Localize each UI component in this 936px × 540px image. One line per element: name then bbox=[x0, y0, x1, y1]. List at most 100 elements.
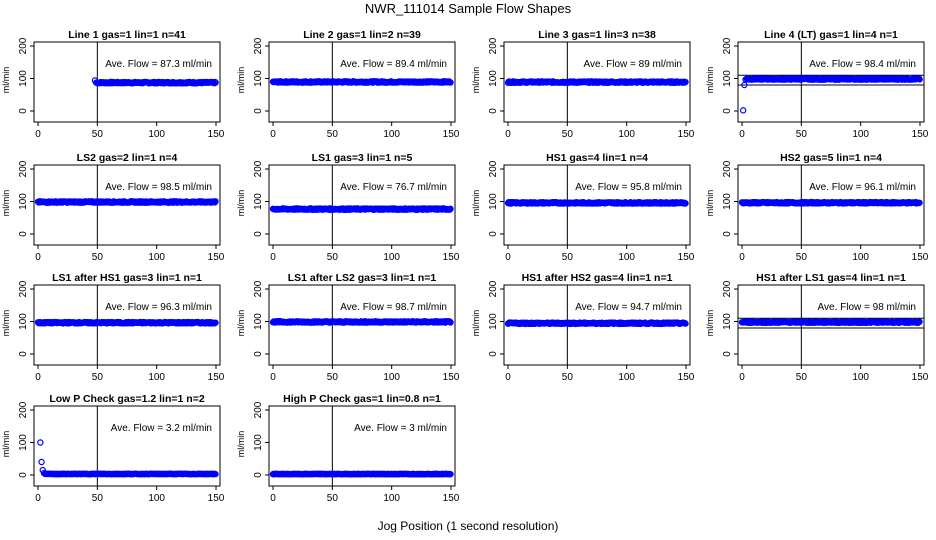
y-tick-label: 0 bbox=[18, 472, 29, 478]
plot-frame bbox=[33, 164, 221, 246]
x-tick-label: 50 bbox=[796, 129, 808, 140]
panel-8: HS2 gas=5 lin=1 n=4 ml/min 0 50 100 150 0 100 20… bbox=[705, 152, 929, 263]
flow-point bbox=[739, 107, 747, 114]
panel-6: LS1 gas=3 lin=1 n=5 ml/min 0 50 100 150 0 100 20… bbox=[236, 152, 460, 263]
average-flow-annotation: Ave. Flow = 3.2 ml/min bbox=[111, 423, 212, 434]
x-tick-label: 100 bbox=[383, 372, 400, 383]
flow-trace bbox=[504, 78, 689, 86]
plot-frame bbox=[268, 164, 456, 246]
figure-x-axis-title: Jog Position (1 second resolution) bbox=[377, 519, 559, 533]
plot-frame bbox=[268, 405, 456, 487]
flow-point bbox=[682, 200, 689, 207]
x-tick-label: 0 bbox=[35, 252, 41, 263]
y-tick-label: 0 bbox=[253, 231, 264, 237]
flow-trace bbox=[269, 470, 454, 478]
panel-2: Line 2 gas=1 lin=2 n=39 ml/min 0 50 100 150 0 1… bbox=[236, 29, 460, 140]
x-tick-label: 50 bbox=[327, 493, 339, 504]
y-tick-label: 100 bbox=[488, 313, 499, 330]
y-tick-label: 100 bbox=[488, 193, 499, 210]
x-tick-label: 100 bbox=[852, 372, 869, 383]
y-tick-label: 100 bbox=[488, 70, 499, 87]
y-axis-label: ml/min bbox=[236, 190, 246, 217]
flow-point bbox=[447, 79, 454, 86]
average-flow-annotation: Ave. Flow = 98.4 ml/min bbox=[809, 59, 916, 70]
flow-point bbox=[40, 469, 48, 477]
panel-title: HS1 after HS2 gas=4 lin=1 n=1 bbox=[522, 272, 673, 284]
average-flow-annotation: Ave. Flow = 98.7 ml/min bbox=[340, 302, 447, 313]
figure-title: NWR_111014 Sample Flow Shapes bbox=[364, 1, 572, 16]
plot-frame bbox=[737, 284, 925, 366]
y-tick-label: 100 bbox=[18, 70, 29, 87]
x-tick-label: 0 bbox=[505, 372, 511, 383]
average-flow-annotation: Ave. Flow = 98.5 ml/min bbox=[105, 182, 212, 193]
y-tick-label: 100 bbox=[722, 70, 733, 87]
x-tick-label: 50 bbox=[92, 252, 104, 263]
plot-frame bbox=[33, 405, 221, 487]
y-axis-label: ml/min bbox=[705, 67, 715, 94]
panel-title: LS2 gas=2 lin=1 n=4 bbox=[77, 152, 178, 164]
panel-14: High P Check gas=1 lin=0.8 n=1 ml/min 0 50 1… bbox=[236, 393, 460, 504]
flow-point bbox=[447, 319, 454, 326]
y-axis-label: ml/min bbox=[1, 190, 11, 217]
flow-trace bbox=[34, 318, 219, 327]
y-tick-label: 0 bbox=[18, 351, 29, 357]
panel-title: LS1 after LS2 gas=3 lin=1 n=1 bbox=[288, 272, 437, 284]
x-tick-label: 50 bbox=[327, 129, 339, 140]
flow-point bbox=[212, 79, 219, 86]
plot-frame bbox=[503, 41, 691, 123]
y-tick-label: 100 bbox=[18, 193, 29, 210]
flow-trace bbox=[269, 78, 454, 86]
y-tick-label: 200 bbox=[18, 160, 29, 177]
x-tick-label: 0 bbox=[35, 372, 41, 383]
y-tick-label: 200 bbox=[18, 280, 29, 297]
average-flow-annotation: Ave. Flow = 89.4 ml/min bbox=[340, 59, 447, 70]
y-tick-label: 0 bbox=[722, 351, 733, 357]
x-tick-label: 0 bbox=[505, 129, 511, 140]
panel-title: LS1 after HS1 gas=3 lin=1 n=1 bbox=[52, 272, 202, 284]
x-tick-label: 50 bbox=[92, 493, 104, 504]
x-tick-label: 100 bbox=[618, 372, 635, 383]
y-axis-label: ml/min bbox=[1, 310, 11, 337]
x-tick-label: 150 bbox=[208, 252, 225, 263]
x-tick-label: 150 bbox=[208, 493, 225, 504]
x-tick-label: 0 bbox=[739, 372, 745, 383]
average-flow-annotation: Ave. Flow = 96.1 ml/min bbox=[809, 182, 916, 193]
average-flow-annotation: Ave. Flow = 76.7 ml/min bbox=[340, 182, 447, 193]
x-tick-label: 150 bbox=[912, 252, 929, 263]
x-tick-label: 0 bbox=[505, 252, 511, 263]
y-tick-label: 200 bbox=[253, 280, 264, 297]
average-flow-annotation: Ave. Flow = 95.8 ml/min bbox=[575, 182, 682, 193]
flow-point bbox=[447, 470, 454, 478]
x-tick-label: 100 bbox=[148, 372, 165, 383]
x-tick-label: 100 bbox=[618, 252, 635, 263]
plot-frame bbox=[268, 41, 456, 123]
y-tick-label: 100 bbox=[253, 313, 264, 330]
y-axis-label: ml/min bbox=[471, 67, 481, 94]
x-tick-label: 50 bbox=[327, 372, 339, 383]
x-tick-label: 0 bbox=[739, 252, 745, 263]
flow-point bbox=[91, 77, 99, 84]
panel-title: HS2 gas=5 lin=1 n=4 bbox=[780, 152, 882, 164]
panel-11: HS1 after HS2 gas=4 lin=1 n=1 ml/min 0 50 10… bbox=[471, 272, 695, 383]
flow-point bbox=[37, 439, 44, 446]
y-axis-label: ml/min bbox=[705, 190, 715, 217]
y-tick-label: 0 bbox=[488, 108, 499, 114]
y-tick-label: 200 bbox=[18, 401, 29, 418]
y-axis-label: ml/min bbox=[236, 67, 246, 94]
x-tick-label: 150 bbox=[678, 129, 695, 140]
y-tick-label: 100 bbox=[253, 434, 264, 451]
y-tick-label: 0 bbox=[722, 231, 733, 237]
flow-point bbox=[38, 458, 45, 466]
y-tick-label: 200 bbox=[488, 160, 499, 177]
y-tick-label: 200 bbox=[722, 160, 733, 177]
y-tick-label: 100 bbox=[18, 313, 29, 330]
x-tick-label: 150 bbox=[678, 252, 695, 263]
x-tick-label: 100 bbox=[852, 252, 869, 263]
x-tick-label: 150 bbox=[208, 372, 225, 383]
y-axis-label: ml/min bbox=[1, 67, 11, 94]
y-tick-label: 0 bbox=[18, 108, 29, 114]
x-tick-label: 150 bbox=[912, 372, 929, 383]
y-axis-label: ml/min bbox=[705, 310, 715, 337]
y-axis-label: ml/min bbox=[471, 310, 481, 337]
y-tick-label: 200 bbox=[253, 401, 264, 418]
